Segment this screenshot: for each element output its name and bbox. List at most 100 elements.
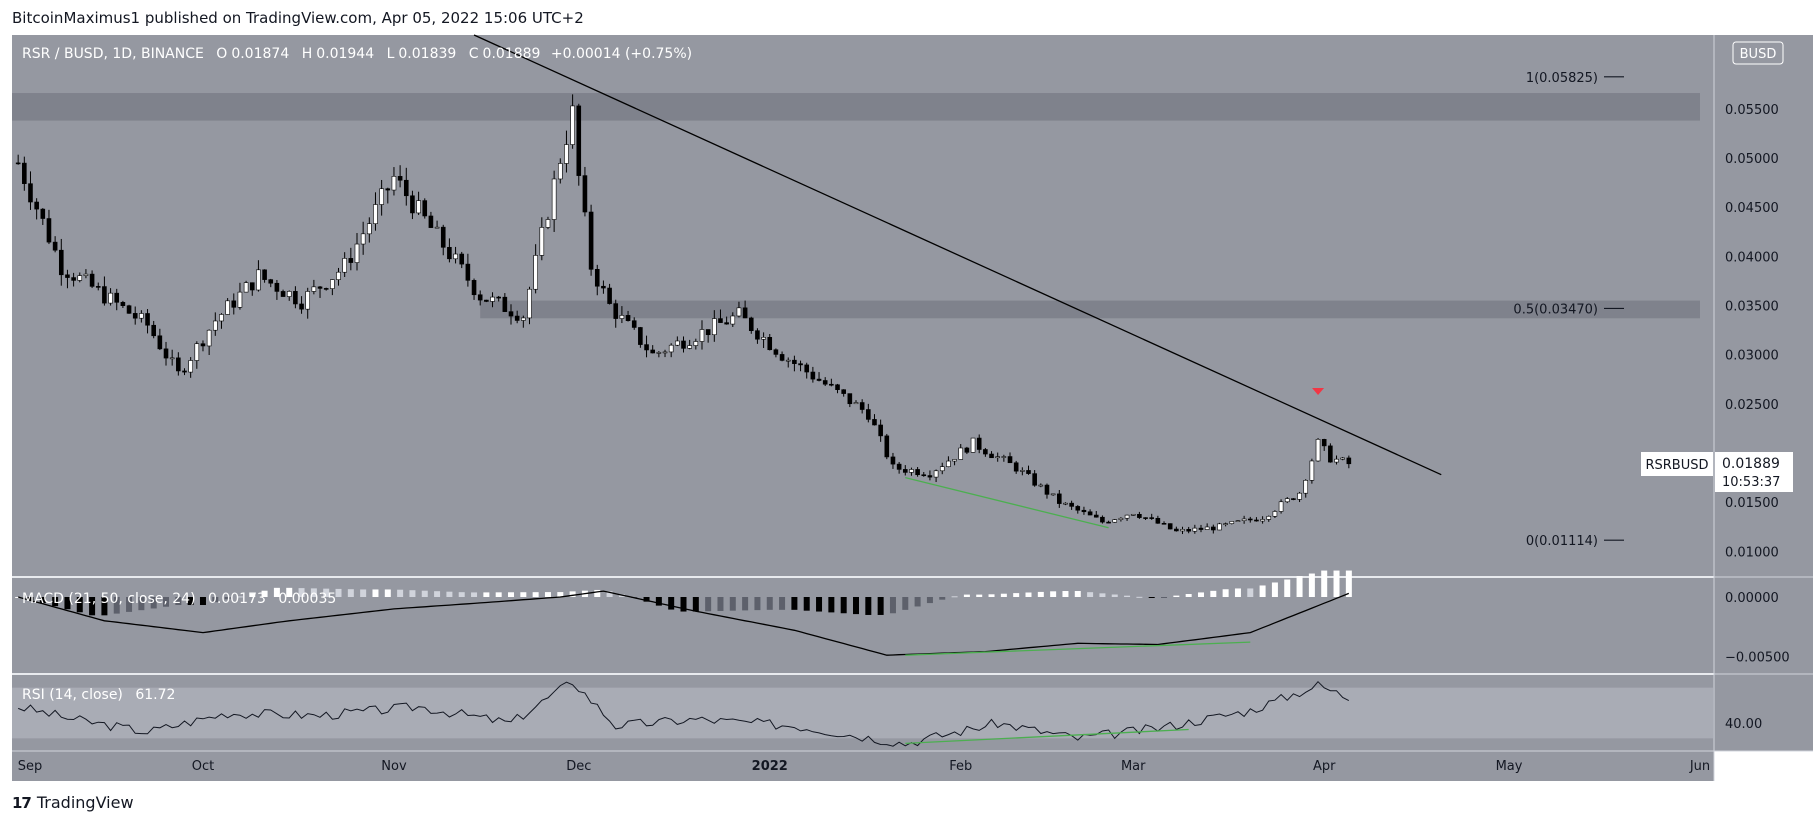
candle-body [336,271,341,280]
macd-histogram-bar [816,597,823,612]
candle-body [847,393,853,405]
candle-body [22,162,27,184]
candle-body [767,337,773,351]
candle-body [40,208,46,219]
candle-body [748,317,754,331]
candle-body [755,330,760,340]
macd-histogram-bar [569,591,576,597]
candle-body [484,299,489,302]
macd-histogram-bar [39,597,46,604]
macd-histogram [15,570,1352,616]
candle-body [416,200,421,214]
price-tick-label: 0.03500 [1725,300,1779,315]
macd-histogram-bar [717,597,724,611]
macd-histogram-bar [976,594,983,597]
macd-axis-ticks: 0.00000 −0.00500 [1725,591,1790,665]
candle-body [447,247,452,260]
macd-histogram-bar [163,597,170,607]
macd-histogram-bar [199,597,206,606]
candle-body [958,447,964,460]
candle-body [342,258,347,273]
candle-body [933,470,939,478]
candle-body [440,226,446,248]
macd-histogram-bar [951,596,958,598]
macd-histogram-bar [680,597,687,612]
candle-body [872,419,877,426]
candle-body [1297,492,1302,500]
macd-histogram-bar [853,597,859,615]
candle-body [970,437,976,453]
macd-histogram-bar [397,589,404,597]
candle-body [1303,480,1309,494]
macd-histogram-bar [89,597,96,616]
candle-body [194,343,200,361]
macd-histogram-bar [1037,591,1044,597]
candle-body [594,269,600,287]
macd-histogram-bar [705,597,712,612]
candle-body [1272,511,1278,517]
macd-histogram-bar [1000,593,1007,597]
candles [15,94,1352,535]
macd-histogram-bar [1050,591,1057,597]
price-axis-ticks: 0.01000 0.01500 0.02500 0.03000 0.03500 0.040… [1725,103,1779,561]
macd-histogram-bar [532,592,539,597]
macd-histogram-bar [963,594,970,597]
macd-histogram-bar [249,593,256,597]
macd-histogram-bar [421,590,428,597]
candle-body [736,307,742,317]
candle-body [1167,523,1173,530]
macd-histogram-bar [828,597,835,613]
candle-body [650,349,656,354]
macd-histogram-bar [1185,594,1192,597]
currency-badge[interactable] [1732,41,1784,65]
price-tick-label: 0.05500 [1725,103,1779,118]
candle-body [163,348,169,359]
macd-histogram-bar [434,591,441,597]
macd-histogram-bar [643,597,650,602]
candle-body [188,360,193,373]
rejection-marker-icon [1312,388,1325,396]
candle-body [1192,527,1198,532]
symbol-title-text: RSR / BUSD, 1D, BINANCE [22,46,204,62]
candle-body [718,318,723,323]
macd-histogram-bar [606,591,613,597]
candle-body [952,459,957,462]
tradingview-footer[interactable]: 17 TradingView [12,793,134,812]
candle-body [810,371,816,380]
candle-body [927,475,933,478]
candle-body [773,349,779,355]
macd-histogram-bar [1124,595,1131,597]
macd-tick-label: 0.00000 [1725,591,1779,606]
candle-body [225,300,230,315]
descending-trendline[interactable] [473,34,1442,476]
macd-legend: MACD (21, 50, close, 24) 0.00173 0.00035 [22,591,336,607]
chart-area[interactable]: 1(0.05825) 0.5(0.03470) 0(0.01114) RSR / B… [0,0,1813,790]
candle-body [896,463,902,470]
candle-body [354,243,360,263]
candle-body [1198,527,1204,530]
candle-body [792,359,797,364]
candle-body [465,263,471,281]
candle-body [348,258,354,263]
candle-body [1346,457,1352,465]
macd-histogram-bar [446,591,453,597]
footer-brand: TradingView [36,793,134,812]
fib-level-label: 0(0.01114) [1526,534,1598,549]
macd-tick-label: −0.00500 [1725,650,1790,665]
symbol-tag-label: RSRBUSD [1645,458,1708,473]
candle-body [1130,513,1136,516]
macd-histogram-bar [1222,589,1229,597]
candle-body [638,327,643,345]
candle-body [317,286,323,289]
candle-body [453,253,458,260]
macd-histogram-bar [668,597,675,610]
macd-histogram-bar [902,597,909,610]
rsi-legend: RSI (14, close) 61.72 [22,687,175,703]
macd-histogram-bar [236,596,243,598]
time-tick-label: Mar [1121,759,1146,774]
macd-histogram-bar [64,597,71,610]
time-axis-ticks: Sep Oct Nov Dec 2022 Feb Mar Apr May Jun [18,759,1710,774]
candle-body [841,389,846,394]
candle-body [1087,511,1093,516]
time-tick-label: Feb [949,759,972,774]
